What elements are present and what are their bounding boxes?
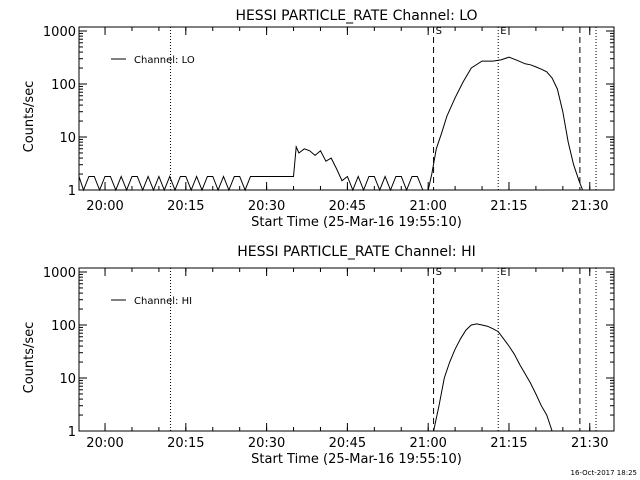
x-tick-label: 21:15 <box>490 436 527 451</box>
x-axis-label: Start Time (25-Mar-16 19:55:10) <box>251 452 462 467</box>
x-tick-label: 20:00 <box>86 199 123 214</box>
marker-label: E <box>500 26 506 37</box>
x-tick-label: 20:45 <box>329 436 366 451</box>
y-tick-label: 1 <box>68 425 76 440</box>
plot-frame <box>78 267 615 432</box>
y-tick-label: 100 <box>51 319 76 334</box>
marker-label: E <box>500 267 506 278</box>
y-axis-label: Counts/sec <box>22 81 37 153</box>
chart-title: HESSI PARTICLE_RATE Channel: HI <box>237 244 475 260</box>
y-tick-label: 10 <box>59 131 76 146</box>
legend-label: Channel: LO <box>134 55 195 66</box>
x-tick-label: 20:00 <box>86 436 123 451</box>
x-tick-label: 21:30 <box>571 436 608 451</box>
footer-timestamp: 16-Oct-2017 18:25 <box>571 469 637 477</box>
x-tick-label: 20:30 <box>248 436 285 451</box>
legend-label: Channel: HI <box>134 296 192 307</box>
marker-label: S <box>436 26 442 37</box>
chart-panel-hi: HESSI PARTICLE_RATE Channel: HI 1 10 100 100… <box>22 244 615 467</box>
marker-label: S <box>436 267 442 278</box>
x-tick-label: 20:30 <box>248 199 285 214</box>
y-tick-label: 100 <box>51 78 76 93</box>
series-line <box>78 56 584 192</box>
chart-panel-lo: HESSI PARTICLE_RATE Channel: LO 1 10 100 100… <box>22 8 615 230</box>
y-tick-label: 1 <box>68 184 76 199</box>
y-tick-label: 1000 <box>43 25 76 40</box>
x-tick-label: 21:15 <box>490 199 527 214</box>
plot-frame <box>78 26 615 191</box>
x-tick-label: 21:00 <box>409 199 446 214</box>
y-axis-label: Counts/sec <box>22 322 37 394</box>
x-axis-label: Start Time (25-Mar-16 19:55:10) <box>251 215 462 230</box>
y-tick-label: 1000 <box>43 266 76 281</box>
x-tick-label: 20:45 <box>329 199 366 214</box>
x-tick-label: 20:15 <box>167 436 204 451</box>
chart-title: HESSI PARTICLE_RATE Channel: LO <box>235 8 477 24</box>
series-line <box>433 323 553 432</box>
x-tick-label: 20:15 <box>167 199 204 214</box>
x-tick-label: 21:30 <box>571 199 608 214</box>
x-tick-label: 21:00 <box>409 436 446 451</box>
y-tick-label: 10 <box>59 372 76 387</box>
plots-container: HESSI PARTICLE_RATE Channel: LO 1 10 100 100… <box>22 8 615 467</box>
